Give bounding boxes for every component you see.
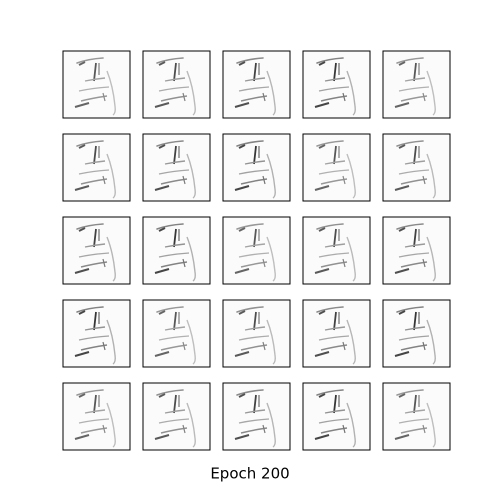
sample-image	[62, 216, 131, 285]
sample-image	[302, 133, 371, 202]
image-background	[303, 300, 370, 367]
image-frame	[142, 382, 211, 451]
sample-image	[302, 382, 371, 451]
sample-image	[142, 382, 211, 451]
image-frame	[222, 382, 291, 451]
image-background	[223, 217, 290, 284]
image-frame	[382, 299, 451, 368]
image-frame	[222, 133, 291, 202]
image-background	[143, 217, 210, 284]
image-background	[63, 383, 130, 450]
image-background	[223, 51, 290, 118]
image-background	[383, 217, 450, 284]
image-background	[143, 51, 210, 118]
image-frame	[302, 299, 371, 368]
sample-image	[382, 382, 451, 451]
sample-image	[142, 50, 211, 119]
sample-image	[62, 299, 131, 368]
panels	[62, 50, 451, 451]
sample-image	[382, 50, 451, 119]
image-frame	[222, 50, 291, 119]
image-background	[223, 300, 290, 367]
image-frame	[142, 133, 211, 202]
image-background	[303, 51, 370, 118]
sample-image	[222, 216, 291, 285]
image-frame	[302, 382, 371, 451]
image-frame	[382, 50, 451, 119]
sample-image	[302, 216, 371, 285]
sample-image	[222, 50, 291, 119]
image-frame	[382, 216, 451, 285]
caption: Epoch 200	[210, 465, 289, 483]
image-background	[143, 383, 210, 450]
image-background	[223, 134, 290, 201]
image-background	[223, 383, 290, 450]
sample-image	[382, 216, 451, 285]
image-frame	[62, 50, 131, 119]
image-frame	[222, 299, 291, 368]
image-background	[143, 300, 210, 367]
sample-image	[142, 299, 211, 368]
image-background	[63, 51, 130, 118]
sample-image	[382, 133, 451, 202]
image-background	[143, 134, 210, 201]
image-background	[303, 383, 370, 450]
sample-image	[302, 50, 371, 119]
image-frame	[62, 299, 131, 368]
sample-image	[222, 133, 291, 202]
image-frame	[62, 133, 131, 202]
sample-image	[62, 133, 131, 202]
image-background	[383, 134, 450, 201]
image-frame	[302, 133, 371, 202]
image-background	[383, 383, 450, 450]
image-frame	[382, 382, 451, 451]
image-frame	[62, 216, 131, 285]
image-background	[303, 134, 370, 201]
sample-image	[62, 50, 131, 119]
image-frame	[382, 133, 451, 202]
image-frame	[142, 299, 211, 368]
image-frame	[62, 382, 131, 451]
sample-image	[222, 299, 291, 368]
sample-image	[142, 216, 211, 285]
image-background	[303, 217, 370, 284]
sample-image	[142, 133, 211, 202]
image-frame	[142, 216, 211, 285]
image-frame	[222, 216, 291, 285]
sample-image	[382, 299, 451, 368]
image-frame	[302, 50, 371, 119]
image-frame	[142, 50, 211, 119]
image-background	[63, 134, 130, 201]
image-background	[383, 51, 450, 118]
image-background	[383, 300, 450, 367]
sample-image	[62, 382, 131, 451]
image-background	[63, 217, 130, 284]
sample-image	[222, 382, 291, 451]
image-frame	[302, 216, 371, 285]
sample-image	[302, 299, 371, 368]
image-background	[63, 300, 130, 367]
